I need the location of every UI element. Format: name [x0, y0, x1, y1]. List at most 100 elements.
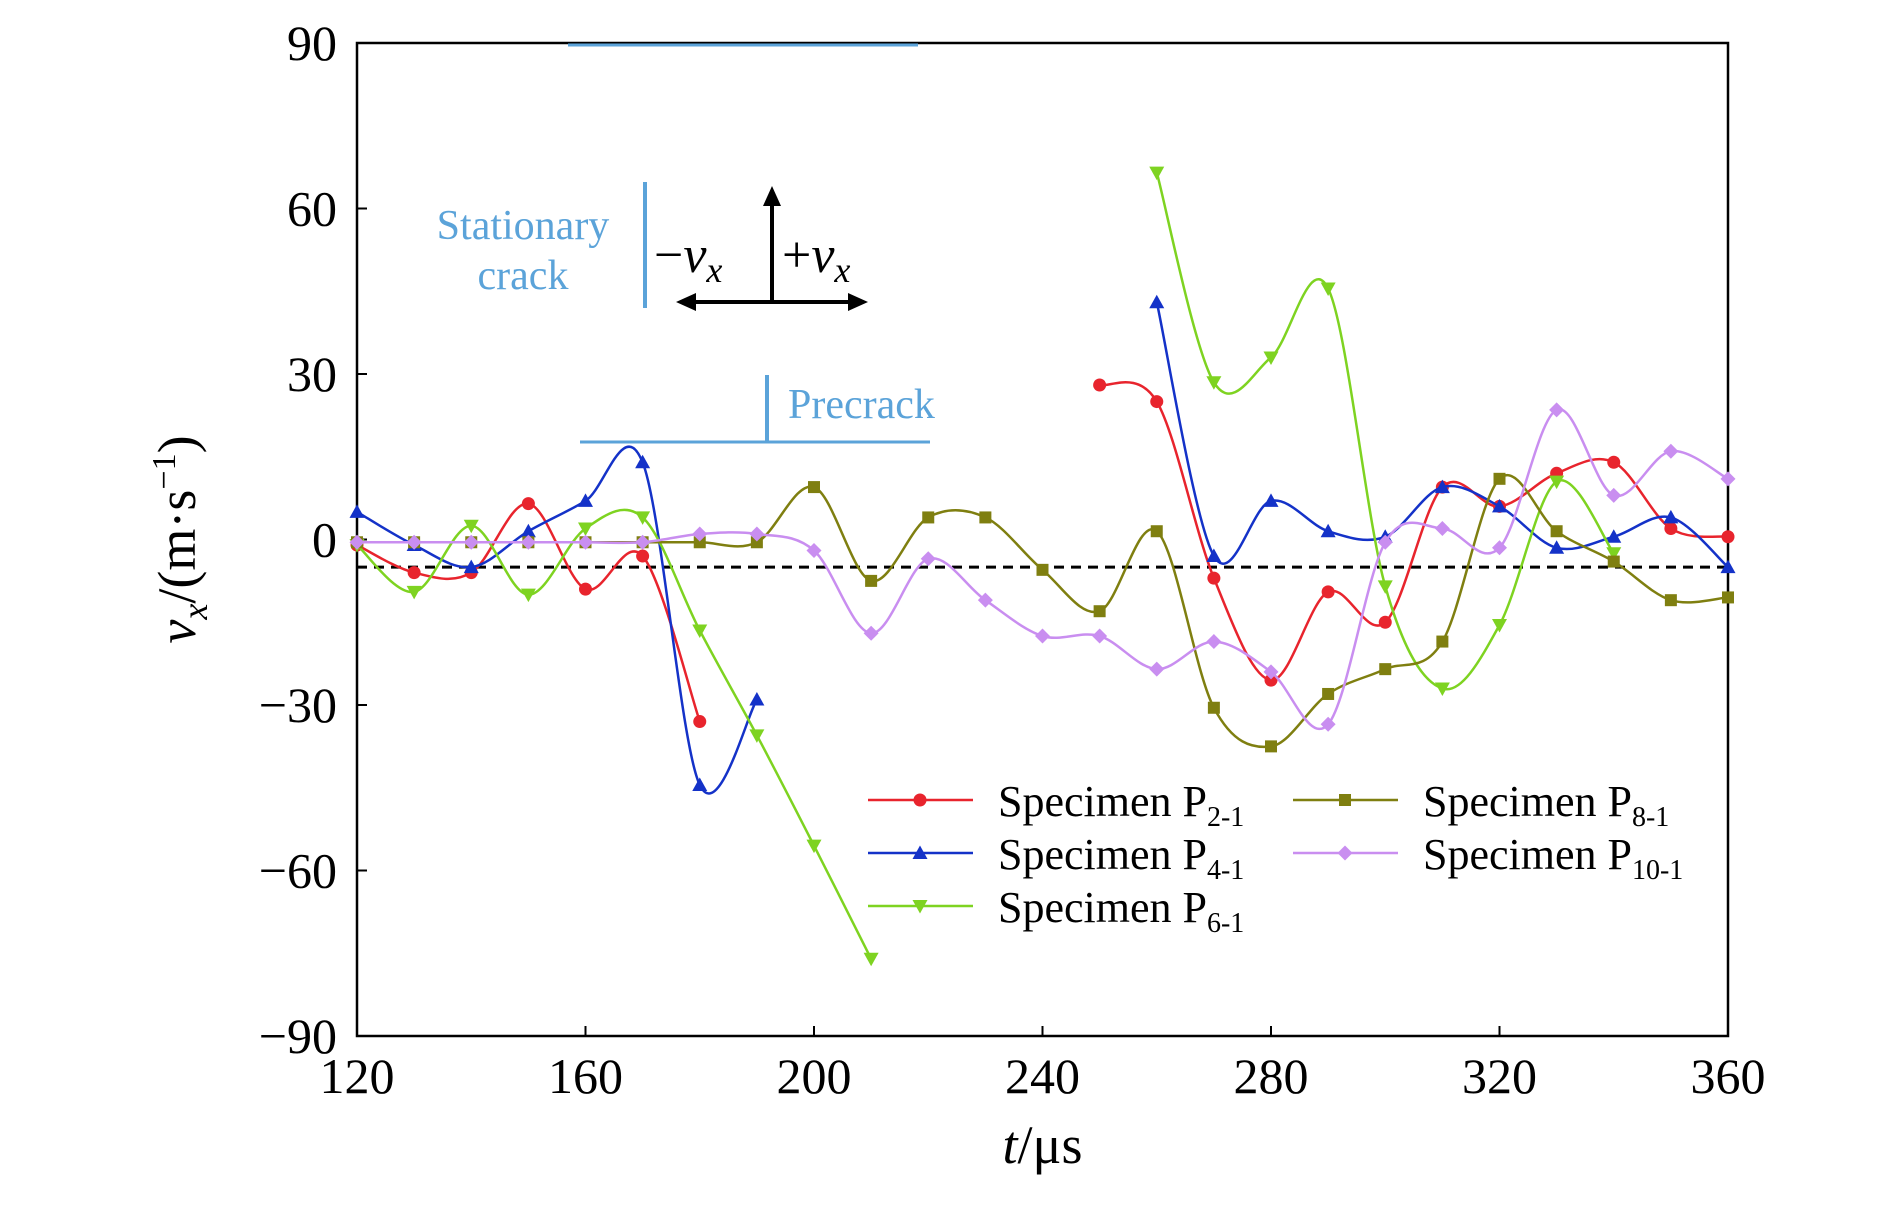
data-point-8-1 [1722, 591, 1734, 604]
data-point-10-1 [1263, 664, 1279, 680]
legend-label-sub: 10-1 [1632, 855, 1683, 886]
data-point-8-1 [750, 536, 763, 549]
legend-label: Specimen P2-1 [998, 777, 1244, 833]
legend-label: Specimen P6-1 [998, 883, 1244, 939]
data-point-2-1 [1664, 521, 1678, 535]
data-point-4-1 [578, 493, 593, 507]
data-point-8-1 [1322, 687, 1335, 700]
data-point-6-1 [1206, 376, 1222, 390]
series-line-6-1-a [356, 508, 873, 960]
y-tick-label: −60 [259, 843, 337, 899]
data-point-2-1 [1721, 530, 1735, 544]
series-line-8-1-a [356, 474, 1729, 749]
stationary-crack-label-line2: crack [478, 253, 569, 299]
y-axis-title-unit: /(m·s [147, 490, 207, 604]
legend-swatch-marker [1337, 845, 1353, 861]
data-point-6-1 [1377, 580, 1393, 594]
right-arrowhead [848, 293, 868, 311]
data-point-4-1 [692, 777, 708, 791]
data-point-6-1 [1434, 682, 1450, 696]
stationary-crack-label-line1: Stationary [437, 203, 610, 249]
series-layer [349, 166, 1736, 967]
y-tick-label: 0 [312, 512, 337, 568]
data-point-10-1 [806, 543, 822, 559]
negative-vx-var: v [683, 227, 707, 284]
data-point-10-1 [578, 534, 593, 550]
y-axis-title-sub: x [175, 604, 215, 621]
series-2-1 [350, 378, 1735, 729]
legend-item-10-1: Specimen P10-1 [1293, 830, 1683, 886]
data-point-10-1 [1377, 534, 1393, 550]
x-tick-label: 120 [320, 1048, 395, 1104]
data-point-10-1 [406, 534, 422, 550]
data-point-10-1 [692, 526, 708, 542]
legend-swatch-marker [912, 900, 928, 914]
legend-label: Specimen P4-1 [998, 830, 1244, 886]
data-point-4-1 [635, 454, 651, 469]
data-point-2-1 [1207, 571, 1221, 585]
left-arrowhead [676, 293, 696, 311]
data-point-4-1 [1320, 523, 1336, 538]
data-point-8-1 [1436, 635, 1449, 648]
data-point-8-1 [1036, 563, 1049, 576]
precrack-label: Precrack [788, 382, 935, 428]
data-point-8-1 [979, 511, 992, 524]
positive-vx-sub: x [833, 250, 850, 290]
data-point-4-1 [463, 559, 479, 574]
data-point-4-1 [1720, 559, 1736, 574]
data-point-6-1 [692, 624, 708, 639]
data-point-4-1 [1492, 498, 1507, 513]
axes-layer: 120 160 200 240 280 320 360 −90 −60 −30 0 30 60 90 t/μ… [146, 15, 1766, 1175]
data-point-6-1 [1492, 619, 1507, 633]
data-point-10-1 [863, 625, 879, 641]
data-point-6-1 [520, 588, 536, 603]
x-tick-label: 240 [1005, 1048, 1080, 1104]
data-point-10-1 [520, 534, 536, 550]
data-point-10-1 [1035, 628, 1050, 644]
data-point-2-1 [693, 715, 707, 729]
y-axis-title-sup: −1 [146, 453, 183, 489]
x-tick-label: 160 [548, 1048, 623, 1104]
legend-label-main: Specimen P [998, 777, 1207, 826]
data-point-8-1 [1093, 605, 1106, 618]
data-point-6-1 [1263, 351, 1279, 365]
data-point-2-1 [1607, 455, 1621, 469]
data-point-2-1 [636, 549, 650, 563]
data-point-2-1 [579, 582, 592, 596]
x-tick-label: 200 [777, 1048, 852, 1104]
positive-vx-var: v [811, 227, 835, 284]
legend-label-main: Specimen P [1423, 777, 1632, 826]
data-point-8-1 [922, 511, 935, 524]
data-point-2-1 [1321, 585, 1335, 599]
series-10-1 [349, 402, 1736, 732]
data-point-10-1 [1720, 471, 1736, 487]
data-point-10-1 [1149, 661, 1165, 677]
data-point-10-1 [1206, 634, 1222, 650]
data-point-6-1 [1320, 282, 1336, 296]
positive-vx-label: +vx [782, 227, 850, 290]
y-tick-label: −90 [259, 1008, 337, 1064]
legend-item-8-1: Specimen P8-1 [1293, 777, 1669, 833]
x-tick-label: 360 [1691, 1048, 1766, 1104]
data-point-10-1 [1492, 540, 1507, 556]
y-axis-title: vx/(m·s−1) [146, 435, 215, 643]
legend-label-sub: 4-1 [1207, 855, 1244, 886]
data-point-4-1 [520, 523, 536, 538]
up-arrowhead [763, 186, 781, 206]
data-point-4-1 [349, 504, 365, 518]
data-point-8-1 [1207, 701, 1220, 714]
data-point-6-1 [1606, 547, 1622, 561]
data-point-10-1 [749, 526, 765, 542]
data-point-2-1 [1150, 395, 1164, 409]
data-point-8-1 [1150, 525, 1163, 538]
data-point-6-1 [406, 585, 422, 600]
data-point-8-1 [693, 536, 706, 549]
data-point-2-1 [1264, 673, 1278, 687]
legend-label: Specimen P10-1 [1423, 830, 1683, 886]
data-point-4-1 [1263, 493, 1279, 507]
data-point-8-1 [808, 481, 820, 494]
x-tick-label: 320 [1462, 1048, 1537, 1104]
